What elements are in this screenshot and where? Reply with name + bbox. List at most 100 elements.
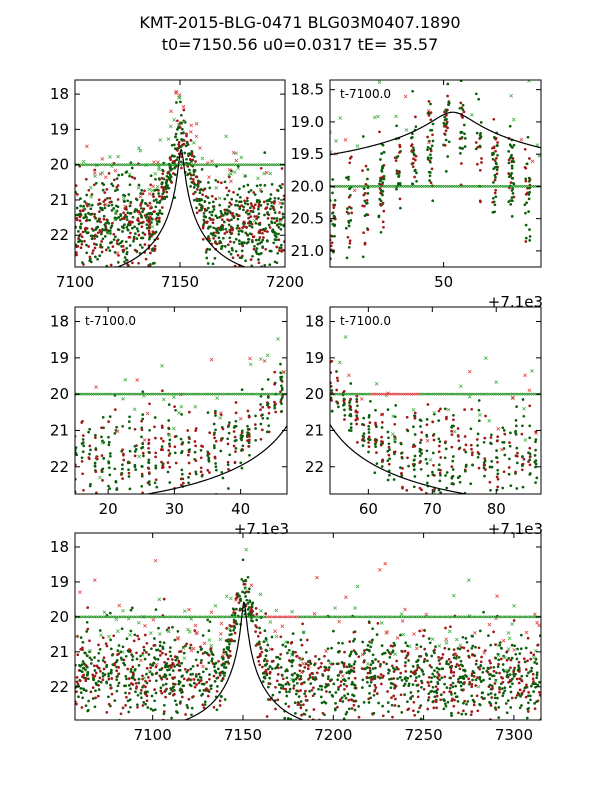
data-point-red <box>213 411 217 415</box>
data-point-red <box>99 669 102 673</box>
data-point-green <box>461 108 465 111</box>
data-point-green <box>254 414 257 418</box>
data-point-red <box>479 660 483 664</box>
data-point-green <box>492 665 496 669</box>
data-point-green <box>509 156 512 160</box>
data-point-green <box>128 244 132 247</box>
data-point-green <box>291 722 294 725</box>
flagged-point-marker <box>372 392 376 396</box>
data-point-red <box>492 669 496 673</box>
data-point-red <box>146 204 150 207</box>
data-point-green <box>380 442 383 446</box>
data-point-red <box>161 448 164 452</box>
data-point-green <box>457 655 461 659</box>
data-point-green <box>413 475 417 478</box>
data-point-red <box>162 189 165 192</box>
data-point-green <box>431 199 435 203</box>
data-point-red <box>219 671 222 675</box>
data-point-green <box>222 648 226 651</box>
data-point-green <box>137 681 141 685</box>
data-point-green <box>213 662 216 666</box>
data-point-green <box>395 124 398 128</box>
rejected-point-marker <box>424 612 429 617</box>
data-point-green <box>331 211 334 215</box>
data-point-green <box>291 632 295 635</box>
data-point-green <box>431 122 435 126</box>
data-point-red <box>148 679 152 683</box>
flagged-point-marker <box>238 163 242 167</box>
data-point-red <box>478 667 482 671</box>
rejected-point-marker <box>116 154 120 159</box>
data-point-green <box>189 667 193 671</box>
rejected-point-marker <box>280 624 285 629</box>
rejected-point-marker <box>472 631 477 635</box>
data-point-red <box>166 657 170 661</box>
rejected-point-marker <box>411 407 416 412</box>
flagged-point-marker <box>83 615 87 619</box>
data-point-green <box>493 696 497 700</box>
data-point-red <box>229 203 233 206</box>
data-point-green <box>433 675 436 678</box>
rejected-point-marker <box>174 91 178 95</box>
flagged-point-marker <box>207 392 211 396</box>
data-point-red <box>300 682 304 685</box>
flagged-point-marker <box>91 163 95 167</box>
data-point-green <box>169 688 173 691</box>
data-point-green <box>478 144 482 148</box>
data-point-green <box>267 424 271 428</box>
data-point-red <box>107 677 111 681</box>
data-point-red <box>452 418 455 422</box>
data-point-green <box>535 700 538 703</box>
flagged-point-marker <box>121 163 125 167</box>
data-point-green <box>509 484 513 488</box>
data-point-green <box>369 399 372 403</box>
data-point-green <box>248 587 251 591</box>
data-point-green <box>78 663 81 667</box>
data-point-green <box>387 436 390 440</box>
data-point-green <box>255 200 259 204</box>
data-point-green <box>293 671 297 675</box>
data-point-green <box>180 691 183 694</box>
data-point-red <box>208 471 211 474</box>
data-point-red <box>146 676 150 679</box>
data-point-red <box>315 671 319 675</box>
data-point-red <box>278 211 281 214</box>
data-point-red <box>187 450 191 454</box>
rejected-point-marker <box>268 647 273 652</box>
data-point-green <box>380 152 383 155</box>
data-point-red <box>131 672 135 676</box>
data-point-red <box>201 652 205 655</box>
data-point-red <box>496 460 499 464</box>
data-point-green <box>374 445 377 448</box>
data-point-green <box>239 461 243 465</box>
data-point-green <box>479 664 483 668</box>
rejected-point-marker <box>473 28 476 31</box>
flagged-point-marker <box>229 163 233 167</box>
data-point-red <box>444 129 448 133</box>
data-point-red <box>433 487 436 491</box>
data-point-green <box>167 668 171 671</box>
data-point-green <box>151 283 154 286</box>
data-point-green <box>140 426 144 430</box>
flagged-point-marker <box>93 615 97 619</box>
data-point-red <box>75 218 79 222</box>
data-point-red <box>343 650 346 654</box>
data-point-green <box>514 419 518 422</box>
data-point-red <box>462 709 465 713</box>
rejected-point-marker <box>147 187 152 192</box>
data-point-red <box>107 702 111 706</box>
data-point-red <box>393 683 396 687</box>
data-point-red <box>520 432 524 436</box>
data-point-red <box>213 455 217 459</box>
data-point-green <box>474 645 477 649</box>
data-point-red <box>352 666 356 670</box>
data-point-red <box>426 403 430 406</box>
data-point-red <box>100 240 103 243</box>
flagged-point-marker <box>425 184 429 188</box>
flagged-point-marker <box>101 615 104 619</box>
rejected-point-marker <box>333 606 337 610</box>
data-point-green <box>379 178 383 181</box>
data-point-green <box>75 738 78 741</box>
data-point-red <box>179 477 183 481</box>
data-point-red <box>354 418 358 422</box>
